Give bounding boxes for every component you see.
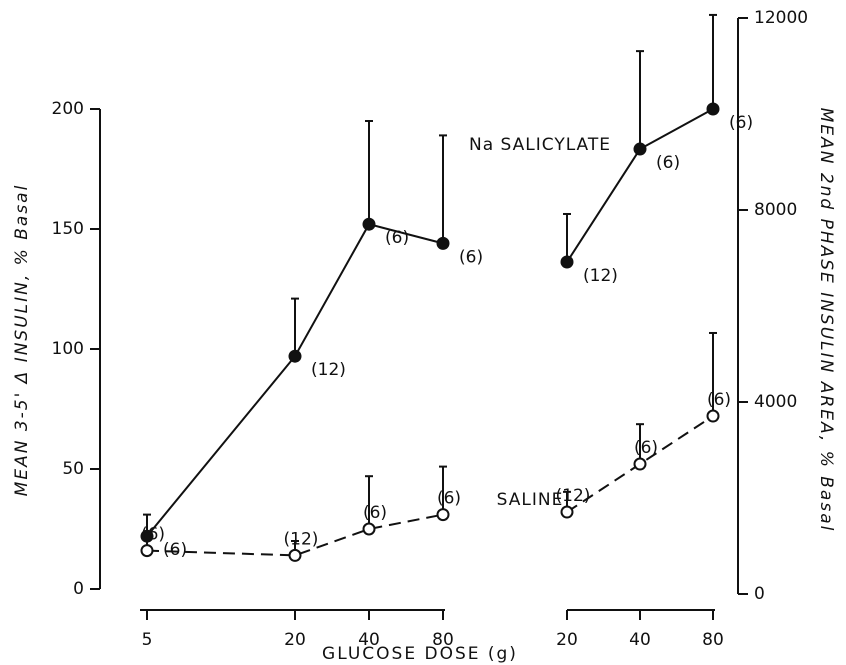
- series-line: [146, 223, 444, 537]
- x-tick-label: 40: [358, 630, 380, 650]
- n-label: (6): [459, 247, 483, 267]
- x-tick-label: 5: [142, 630, 153, 650]
- data-point: [633, 457, 647, 471]
- x-tick-label: 20: [556, 630, 578, 650]
- data-point: [436, 508, 450, 522]
- x-tick-label: 80: [702, 630, 724, 650]
- n-label: (6): [141, 525, 165, 545]
- n-label: (12): [284, 529, 319, 549]
- data-point: [362, 217, 376, 231]
- n-label: (12): [311, 360, 346, 380]
- n-label: (6): [163, 540, 187, 560]
- data-point: [706, 102, 720, 116]
- y-tick-label: 0: [754, 584, 765, 604]
- n-label: (6): [437, 489, 461, 509]
- data-point: [633, 142, 647, 156]
- n-label: (6): [634, 438, 658, 458]
- n-label: (6): [363, 503, 387, 523]
- data-point: [140, 544, 154, 558]
- data-point: [362, 522, 376, 536]
- data-point: [560, 505, 574, 519]
- y-tick-label: 12000: [754, 8, 808, 28]
- n-label: (12): [583, 266, 618, 286]
- n-label: (6): [729, 113, 753, 133]
- y-axis-label: MEAN 3-5' Δ INSULIN, % Basal: [12, 184, 32, 497]
- x-axis-label: GLUCOSE DOSE (g): [322, 644, 518, 664]
- data-point: [288, 548, 302, 562]
- y-axis-label: MEAN 2nd PHASE INSULIN AREA, % Basal: [816, 108, 836, 533]
- y-tick-label: 8000: [754, 200, 797, 220]
- y-tick-label: 4000: [754, 392, 797, 412]
- data-point: [288, 349, 302, 363]
- series-label: Na SALICYLATE: [469, 135, 611, 155]
- x-tick-label: 80: [432, 630, 454, 650]
- data-point: [706, 409, 720, 423]
- data-point: [560, 255, 574, 269]
- x-tick-label: 20: [284, 630, 306, 650]
- x-tick-label: 40: [629, 630, 651, 650]
- y-tick-label: 50: [62, 459, 84, 479]
- series-label: SALINE: [497, 490, 564, 510]
- n-label: (12): [556, 486, 591, 506]
- y-tick-label: 150: [52, 219, 84, 239]
- y-tick-label: 100: [52, 339, 84, 359]
- n-label: (6): [385, 228, 409, 248]
- n-label: (6): [707, 390, 731, 410]
- data-point: [436, 236, 450, 250]
- y-tick-label: 200: [52, 99, 84, 119]
- n-label: (6): [656, 153, 680, 173]
- y-tick-label: 0: [73, 579, 84, 599]
